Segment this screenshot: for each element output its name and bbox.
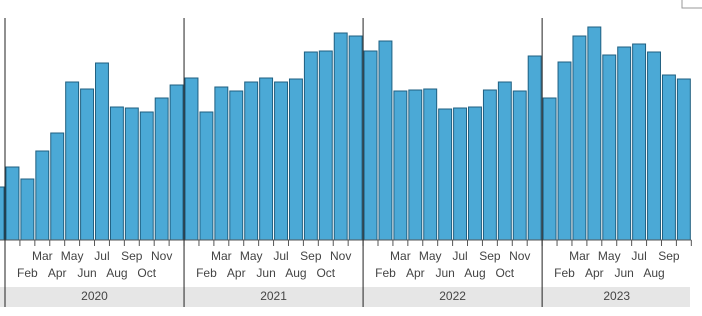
bar bbox=[378, 40, 393, 241]
bar bbox=[229, 90, 244, 241]
bar bbox=[169, 84, 184, 241]
x-tick-label: Sep bbox=[121, 249, 143, 263]
x-tick-label: Nov bbox=[151, 249, 172, 263]
bar bbox=[647, 51, 661, 241]
bar bbox=[363, 50, 378, 241]
bar bbox=[20, 178, 35, 241]
year-label: 2022 bbox=[439, 289, 466, 303]
x-tick-label: Sep bbox=[479, 249, 501, 263]
bar bbox=[632, 43, 647, 241]
bar bbox=[453, 107, 468, 241]
bar bbox=[124, 107, 139, 241]
bar bbox=[274, 81, 288, 241]
bar bbox=[95, 62, 109, 241]
bar bbox=[333, 32, 348, 241]
year-band bbox=[0, 287, 690, 307]
bar bbox=[512, 90, 527, 241]
x-tick-label: Aug bbox=[106, 266, 127, 280]
bar bbox=[482, 89, 497, 241]
bar bbox=[184, 77, 199, 241]
year-label: 2023 bbox=[603, 289, 630, 303]
x-tick-label: Jul bbox=[94, 249, 109, 263]
x-tick-label: Feb bbox=[196, 266, 217, 280]
bar bbox=[408, 89, 423, 241]
x-tick-label: Nov bbox=[509, 249, 530, 263]
bar bbox=[109, 106, 124, 241]
x-tick-label: May bbox=[61, 249, 84, 263]
bar bbox=[5, 166, 20, 241]
x-tick-label: Oct bbox=[316, 266, 335, 280]
bar bbox=[557, 61, 572, 241]
x-tick-label: Feb bbox=[554, 266, 575, 280]
x-tick-label: Jul bbox=[273, 249, 288, 263]
x-tick-label: Apr bbox=[585, 266, 604, 280]
x-tick-label: Oct bbox=[137, 266, 156, 280]
bar bbox=[35, 150, 50, 241]
bar bbox=[244, 81, 259, 241]
year-label: 2020 bbox=[81, 289, 108, 303]
bar bbox=[139, 111, 154, 241]
x-tick-label: Feb bbox=[375, 266, 396, 280]
bar bbox=[527, 55, 542, 241]
x-tick-label: Jul bbox=[631, 249, 646, 263]
bar bbox=[438, 108, 453, 241]
corner-icon bbox=[681, 0, 702, 9]
bar bbox=[602, 54, 617, 241]
x-tick-label: Apr bbox=[48, 266, 67, 280]
bar bbox=[50, 132, 65, 241]
bar bbox=[661, 74, 676, 241]
bar bbox=[288, 78, 303, 241]
bar bbox=[423, 88, 438, 241]
bar bbox=[154, 97, 169, 241]
x-tick-label: Apr bbox=[227, 266, 246, 280]
x-tick-label: Sep bbox=[658, 249, 680, 263]
x-tick-label: Jun bbox=[435, 266, 454, 280]
bar bbox=[617, 46, 632, 241]
x-tick-label: May bbox=[598, 249, 621, 263]
x-tick-label: Aug bbox=[464, 266, 485, 280]
x-tick-label: Mar bbox=[32, 249, 53, 263]
x-tick-label: Mar bbox=[390, 249, 411, 263]
x-tick-label: Feb bbox=[17, 266, 38, 280]
bar bbox=[587, 26, 602, 241]
bar bbox=[303, 51, 318, 241]
x-tick-label: Mar bbox=[569, 249, 590, 263]
bar bbox=[214, 86, 229, 241]
x-tick-label: Aug bbox=[643, 266, 664, 280]
bar bbox=[0, 186, 5, 241]
bar bbox=[348, 35, 363, 241]
x-tick-label: Oct bbox=[495, 266, 514, 280]
x-tick-label: Nov bbox=[330, 249, 351, 263]
bar bbox=[542, 97, 557, 241]
bar bbox=[80, 88, 95, 241]
bar bbox=[676, 78, 691, 241]
bar bbox=[393, 90, 408, 241]
bar bbox=[497, 81, 512, 241]
x-tick-label: Jul bbox=[452, 249, 467, 263]
x-tick-label: May bbox=[419, 249, 442, 263]
bar bbox=[468, 106, 482, 241]
x-tick-label: Aug bbox=[285, 266, 306, 280]
bar bbox=[318, 50, 333, 241]
x-tick-label: Jun bbox=[77, 266, 96, 280]
bar bbox=[572, 35, 587, 241]
x-tick-label: Sep bbox=[300, 249, 322, 263]
bar bbox=[259, 77, 274, 241]
plot: Feb Mar Apr May Jun Jul Aug Sep Oct Nov Feb Mar Apr M… bbox=[0, 18, 692, 307]
x-tick-label: Apr bbox=[406, 266, 425, 280]
year-label: 2021 bbox=[260, 289, 287, 303]
x-tick-label: Jun bbox=[256, 266, 275, 280]
x-tick-label: Mar bbox=[211, 249, 232, 263]
bar bbox=[65, 81, 80, 241]
x-tick-label: May bbox=[240, 249, 263, 263]
bar bbox=[199, 111, 214, 241]
x-tick-label: Jun bbox=[615, 266, 634, 280]
